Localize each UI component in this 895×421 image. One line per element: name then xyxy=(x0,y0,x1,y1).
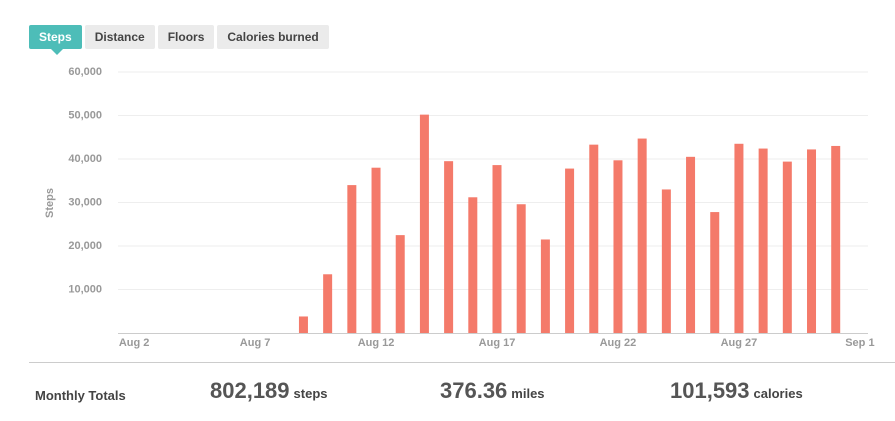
bar xyxy=(540,239,550,333)
total-unit: steps xyxy=(293,386,328,401)
bar xyxy=(589,144,599,333)
y-tick-label: 10,000 xyxy=(68,283,102,295)
bar xyxy=(661,189,671,333)
bar xyxy=(758,148,768,333)
bar xyxy=(516,204,526,333)
bar xyxy=(734,143,744,333)
tab[interactable]: Calories burned xyxy=(217,25,329,49)
bar xyxy=(323,274,333,333)
y-axis-title: Steps xyxy=(44,188,56,218)
totals: Monthly Totals 802,189 steps 376.36 miles 10… xyxy=(0,378,895,410)
bar xyxy=(468,197,478,333)
bar xyxy=(419,114,429,333)
y-tick-label: 50,000 xyxy=(68,109,102,121)
tab[interactable]: Distance xyxy=(84,25,155,49)
separator xyxy=(29,362,895,363)
y-tick-label: 60,000 xyxy=(68,66,102,78)
bar xyxy=(710,212,720,333)
total-value: 376.36 xyxy=(440,378,508,403)
bar xyxy=(492,165,502,333)
bar xyxy=(782,161,792,333)
totals-label: Monthly Totals xyxy=(35,388,126,403)
total-value: 802,189 xyxy=(210,378,290,403)
y-tick-label: 40,000 xyxy=(68,153,102,165)
x-tick-label: Aug 2 xyxy=(119,337,150,349)
bar xyxy=(298,316,308,333)
bar xyxy=(686,156,696,333)
bar xyxy=(395,235,405,333)
x-tick-label: Aug 12 xyxy=(358,337,395,349)
x-tick-label: Aug 17 xyxy=(479,337,516,349)
bar xyxy=(347,185,357,333)
x-tick-label: Aug 7 xyxy=(240,337,271,349)
bar xyxy=(444,161,454,333)
tab[interactable]: Steps xyxy=(29,25,82,55)
total-value: 101,593 xyxy=(670,378,750,403)
y-tick-label: 30,000 xyxy=(68,196,102,208)
total-item: 101,593 calories xyxy=(670,378,803,404)
bar xyxy=(831,145,841,333)
tab-bar: Steps Distance Floors Calories burned xyxy=(29,25,329,55)
x-tick-label: Sep 1 xyxy=(845,337,874,349)
total-item: 802,189 steps xyxy=(210,378,328,404)
bar xyxy=(807,149,817,333)
x-tick-label: Aug 22 xyxy=(600,337,637,349)
y-tick-label: 20,000 xyxy=(68,240,102,252)
chart: Steps 10,000 20,000 30,000 40,000 50,000 60,0… xyxy=(44,66,875,349)
total-item: 376.36 miles xyxy=(440,378,545,404)
total-unit: miles xyxy=(511,386,545,401)
x-tick-label: Aug 27 xyxy=(721,337,758,349)
bar xyxy=(371,167,381,333)
bar xyxy=(613,160,623,333)
tab[interactable]: Floors xyxy=(157,25,215,49)
bar xyxy=(637,138,647,333)
total-unit: calories xyxy=(753,386,803,401)
bar xyxy=(565,168,575,333)
